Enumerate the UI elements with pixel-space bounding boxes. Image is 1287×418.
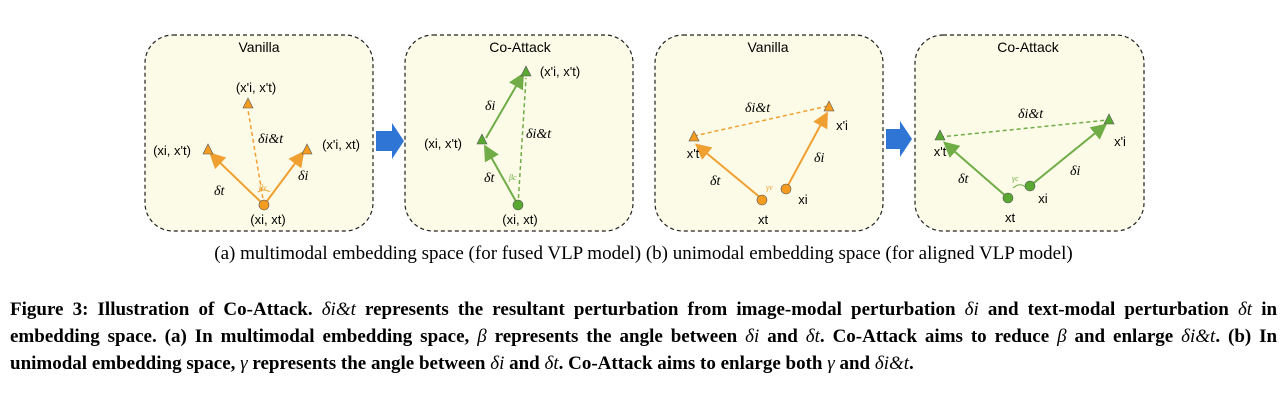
panel-1-title: Vanilla (239, 39, 280, 55)
caption-gamma: γ (240, 353, 248, 374)
caption-and-2: and (509, 353, 540, 374)
caption-and: and (767, 326, 798, 347)
figure-diagram: Vanilla (x'i, x't) (xi, x't) (x'i, xt) (… (144, 34, 1145, 232)
p2-delta-it: δi&t (526, 127, 552, 142)
p4-left-triangle (934, 129, 946, 141)
caption-text-10: and (839, 353, 871, 374)
p4-delta-t: δt (958, 172, 970, 187)
p1-label-left: (xi, x't) (153, 143, 191, 158)
p3-right-triangle (823, 100, 835, 112)
caption-text-8: represents the angle between (252, 353, 486, 374)
p2-origin-point (512, 199, 524, 211)
p2-left-triangle (476, 133, 488, 145)
p3-xi-point (780, 183, 792, 195)
caption-text-2: and text-modal perturbation (987, 299, 1229, 320)
caption-text-7: . (b) In unimodal embedding space, (10, 326, 1278, 374)
p3-label-xi: xi (798, 192, 808, 207)
p1-delta-t: δt (214, 184, 226, 199)
caption-sym-dit: δi&t (321, 299, 356, 320)
caption-sym-di-3: δi (490, 353, 505, 374)
p3-delta-t: δt (710, 174, 722, 189)
p1-left-triangle (202, 143, 214, 155)
p1-delta-i: δi (298, 169, 309, 184)
caption-gamma-2: γ (827, 353, 835, 374)
p4-label-xt: xt (1005, 210, 1016, 225)
p1-label-top: (x'i, x't) (236, 80, 276, 95)
panel-4: Co-Attack x't x'i xt xi δi&t δt δi γc (914, 34, 1145, 232)
caption-text-6: and enlarge (1074, 326, 1174, 347)
panel-4-box (914, 34, 1145, 232)
p4-right-triangle (1103, 113, 1115, 125)
p4-xt-point (1002, 192, 1014, 204)
caption-sym-dit-3: δi&t (874, 353, 910, 374)
p4-gamma: γc (1012, 174, 1019, 183)
caption-text-9: . Co-Attack aims to enlarge both (558, 353, 823, 374)
figure-caption: Figure 3: Illustration of Co-Attack. δi&… (10, 296, 1277, 377)
p1-label-right: (x'i, xt) (322, 137, 360, 152)
p2-label-origin: (xi, xt) (502, 212, 537, 227)
caption-sym-di: δi (964, 299, 979, 320)
p3-label-right: x'i (836, 118, 848, 133)
caption-sym-dt-2: δt (805, 326, 820, 347)
p3-left-triangle (688, 130, 700, 142)
arrow-1 (376, 123, 404, 159)
caption-beta-2: β (1057, 326, 1067, 347)
p3-delta-i: δi (814, 151, 825, 166)
p4-delta-i: δi (1070, 164, 1081, 179)
arrow-2 (886, 121, 912, 157)
p4-delta-it: δi&t (1018, 107, 1044, 122)
panel-3: Vanilla x't x'i xt xi δi&t δt δi γv (654, 34, 884, 232)
panel-1: Vanilla (x'i, x't) (xi, x't) (x'i, xt) (… (144, 34, 374, 232)
subcaption: (a) multimodal embedding space (for fuse… (214, 243, 1073, 264)
p4-xi-point (1024, 180, 1036, 192)
panel-2: Co-Attack (x'i, x't) (xi, x't) (xi, xt) … (404, 34, 634, 232)
caption-lead: Figure 3: Illustration of Co-Attack. (10, 299, 313, 320)
panel-3-title: Vanilla (748, 39, 789, 55)
p2-delta-t: δt (484, 171, 496, 186)
p1-beta: βv (258, 183, 267, 192)
caption-text-5: . Co-Attack aims to reduce (819, 326, 1050, 347)
p2-label-left: (xi, x't) (424, 136, 462, 151)
p4-label-right: x'i (1114, 134, 1126, 149)
panel-2-box (404, 34, 634, 232)
caption-sym-dt-3: δt (544, 353, 559, 374)
p1-right-triangle (301, 143, 313, 155)
p3-label-xt: xt (758, 212, 769, 227)
p3-gamma: γv (766, 183, 773, 192)
p2-top-triangle (520, 65, 532, 77)
p1-delta-it: δi&t (258, 132, 284, 147)
panel-1-box (144, 34, 374, 232)
p2-delta-i: δi (485, 99, 496, 114)
caption-beta: β (477, 326, 487, 347)
caption-end: . (909, 353, 914, 374)
p1-origin-point (258, 199, 270, 211)
caption-sym-dt: δt (1237, 299, 1253, 320)
p3-label-left: x't (687, 146, 700, 161)
panel-3-box (654, 34, 884, 232)
p1-label-origin: (xi, xt) (250, 212, 285, 227)
caption-sym-dit-2: δi&t (1181, 326, 1216, 347)
caption-text-4: represents the angle between (494, 326, 738, 347)
p3-xt-point (756, 194, 768, 206)
p1-top-triangle (242, 97, 254, 109)
p4-label-left: x't (934, 144, 947, 159)
p2-label-top: (x'i, x't) (540, 64, 580, 79)
caption-text-3: in embedding space. (a) In multimodal em… (10, 299, 1278, 347)
caption-sym-di-2: δi (745, 326, 760, 347)
caption-text-1: represents the resultant perturbation fr… (365, 299, 956, 320)
p2-beta: βc (508, 173, 517, 182)
p3-delta-it: δi&t (745, 101, 771, 116)
p4-label-xi: xi (1038, 191, 1048, 206)
panel-2-title: Co-Attack (489, 39, 551, 55)
panel-4-title: Co-Attack (997, 39, 1059, 55)
